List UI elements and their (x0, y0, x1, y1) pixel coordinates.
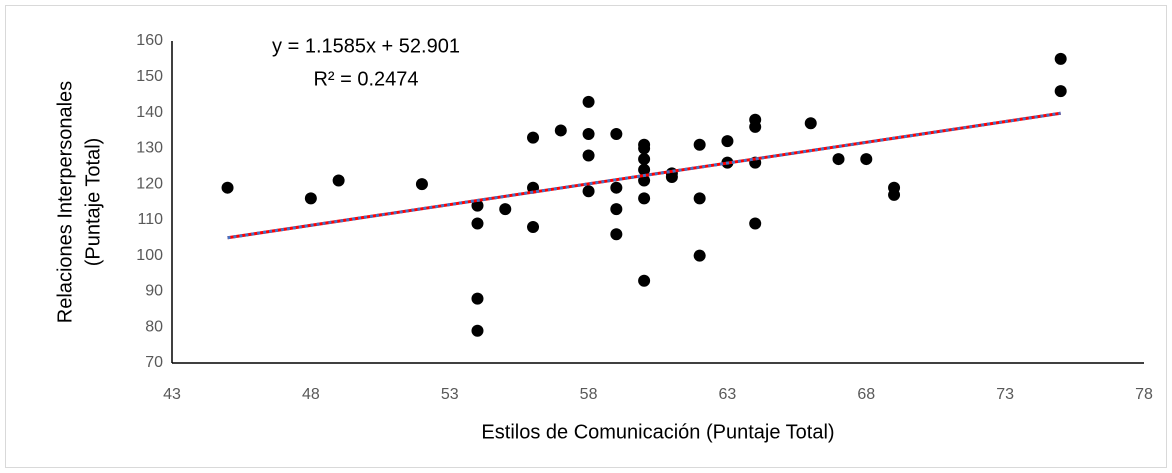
point (693, 249, 706, 262)
point (304, 192, 317, 205)
y-tick-label: 150 (136, 68, 163, 85)
x-tick-label: 58 (580, 386, 598, 403)
point (638, 142, 651, 155)
point (582, 95, 595, 108)
point (610, 228, 623, 241)
point (749, 120, 762, 133)
point (471, 217, 484, 230)
chart-border (5, 5, 1167, 468)
point (832, 153, 845, 166)
y-axis-label: (Puntaje Total) (82, 138, 104, 267)
point (332, 174, 345, 187)
point (582, 128, 595, 141)
r-squared-label: R² = 0.2474 (313, 68, 418, 90)
x-tick-label: 53 (441, 386, 459, 403)
y-tick-label: 160 (136, 32, 163, 49)
point (582, 149, 595, 162)
x-tick-label: 78 (1135, 386, 1153, 403)
point (527, 221, 540, 234)
y-tick-label: 140 (136, 104, 163, 121)
point (471, 199, 484, 212)
point (527, 131, 540, 144)
point (804, 117, 817, 130)
point (638, 163, 651, 176)
point (638, 192, 651, 205)
point (582, 185, 595, 198)
point (665, 170, 678, 183)
point (860, 153, 873, 166)
point (721, 135, 734, 148)
point (888, 188, 901, 201)
point (1054, 52, 1067, 65)
point (221, 181, 234, 194)
x-tick-label: 68 (857, 386, 875, 403)
point (499, 203, 512, 216)
point (610, 128, 623, 141)
y-tick-label: 110 (137, 211, 163, 228)
equation-label: y = 1.1585x + 52.901 (272, 35, 460, 57)
x-tick-label: 48 (302, 386, 320, 403)
x-axis-label: Estilos de Comunicación (Puntaje Total) (481, 421, 834, 443)
y-tick-label: 70 (145, 354, 163, 371)
point (1054, 85, 1067, 98)
x-tick-label: 43 (163, 386, 181, 403)
point (471, 324, 484, 337)
x-tick-label: 63 (719, 386, 737, 403)
y-tick-label: 120 (136, 175, 163, 192)
point (610, 203, 623, 216)
point (638, 274, 651, 287)
point (693, 138, 706, 151)
y-tick-label: 100 (136, 247, 163, 264)
point (554, 124, 567, 137)
point (749, 217, 762, 230)
point (638, 174, 651, 187)
y-tick-label: 80 (145, 318, 163, 335)
x-tick-label: 73 (996, 386, 1014, 403)
point (415, 178, 428, 191)
point (693, 192, 706, 205)
point (638, 153, 651, 166)
y-tick-label: 130 (136, 140, 163, 157)
point (471, 292, 484, 305)
y-axis-label: Relaciones Interpersonales (54, 81, 76, 323)
point (610, 181, 623, 194)
y-tick-label: 90 (145, 283, 163, 300)
trendline (227, 111, 1061, 240)
